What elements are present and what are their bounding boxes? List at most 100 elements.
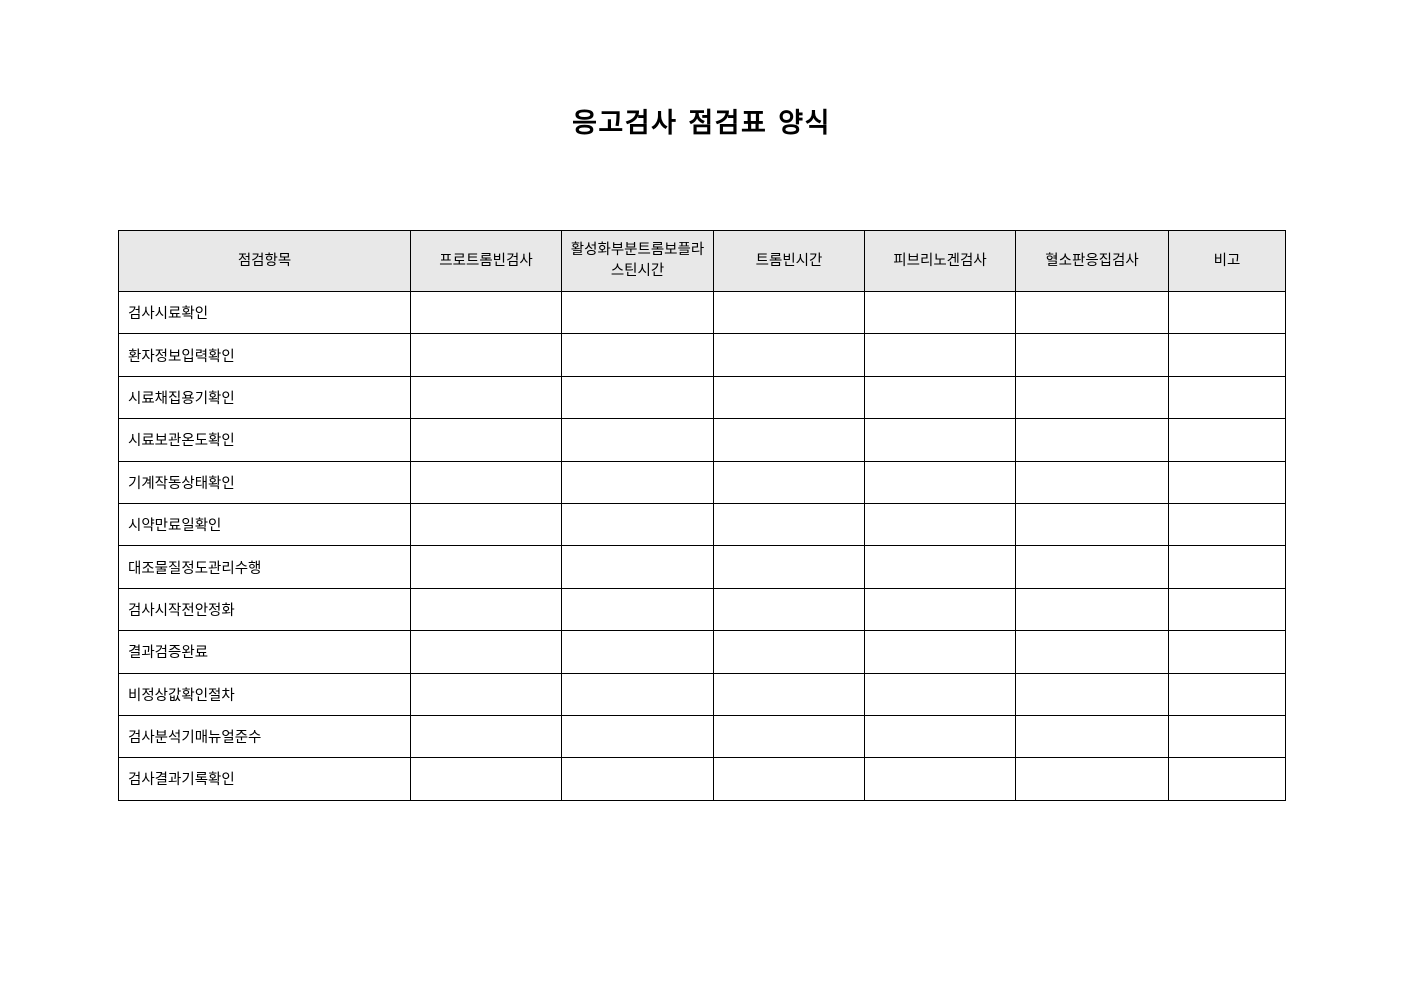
checklist-entry-cell-plt[interactable] [1015,418,1169,462]
checklist-item-label: 기계작동상태확인 [118,460,411,504]
checklist-entry-cell-pt[interactable] [410,672,562,716]
checklist-entry-cell-pt[interactable] [410,418,562,462]
checklist-entry-cell-aptt[interactable] [561,587,714,632]
checklist-entry-cell-tt[interactable] [713,418,865,462]
checklist-entry-cell-pt[interactable] [410,587,562,632]
checklist-entry-cell-plt[interactable] [1015,587,1169,632]
checklist-entry-cell-aptt[interactable] [561,502,714,547]
checklist-entry-cell-tt[interactable] [713,460,865,504]
checklist-entry-cell-note[interactable] [1168,714,1286,759]
checklist-item-label: 비정상값확인절차 [118,672,411,716]
checklist-entry-cell-fbg[interactable] [864,290,1016,335]
checklist-entry-cell-plt[interactable] [1015,757,1169,801]
page-title: 응고검사 점검표 양식 [572,108,831,139]
checklist-item-label: 검사시작전안정화 [118,587,411,632]
checklist-entry-cell-pt[interactable] [410,545,562,589]
checklist-entry-cell-tt[interactable] [713,502,865,547]
checklist-entry-cell-note[interactable] [1168,418,1286,462]
checklist-entry-cell-plt[interactable] [1015,714,1169,759]
checklist-entry-cell-fbg[interactable] [864,418,1016,462]
checklist-entry-cell-pt[interactable] [410,460,562,504]
checklist-item-label: 환자정보입력확인 [118,333,411,377]
checklist-entry-cell-tt[interactable] [713,545,865,589]
checklist-entry-cell-plt[interactable] [1015,460,1169,504]
table-header: 점검항목 프로트롬빈검사 활성화부분트롬보플라스틴시간 트롬빈시간 피브리노겐검… [118,230,1286,292]
checklist-entry-cell-aptt[interactable] [561,672,714,716]
checklist-entry-cell-aptt[interactable] [561,757,714,801]
column-header-aptt: 활성화부분트롬보플라스틴시간 [561,230,714,292]
checklist-entry-cell-aptt[interactable] [561,545,714,589]
checklist-entry-cell-fbg[interactable] [864,587,1016,632]
checklist-entry-cell-pt[interactable] [410,375,562,420]
checklist-item-label: 시료보관온도확인 [118,418,411,462]
table-row: 환자정보입력확인 [118,333,1286,377]
checklist-entry-cell-aptt[interactable] [561,630,714,674]
column-header-tt: 트롬빈시간 [713,230,865,292]
checklist-item-label: 결과검증완료 [118,630,411,674]
checklist-entry-cell-pt[interactable] [410,757,562,801]
checklist-entry-cell-plt[interactable] [1015,672,1169,716]
checklist-entry-cell-aptt[interactable] [561,375,714,420]
coagulation-checklist-table: 점검항목 프로트롬빈검사 활성화부분트롬보플라스틴시간 트롬빈시간 피브리노겐검… [118,230,1286,801]
checklist-entry-cell-aptt[interactable] [561,290,714,335]
checklist-entry-cell-aptt[interactable] [561,333,714,377]
checklist-entry-cell-tt[interactable] [713,333,865,377]
table-row: 대조물질정도관리수행 [118,545,1286,589]
checklist-entry-cell-note[interactable] [1168,757,1286,801]
table-row: 결과검증완료 [118,630,1286,674]
checklist-item-label: 검사분석기매뉴얼준수 [118,714,411,759]
checklist-entry-cell-tt[interactable] [713,587,865,632]
checklist-entry-cell-note[interactable] [1168,375,1286,420]
checklist-entry-cell-tt[interactable] [713,290,865,335]
checklist-entry-cell-note[interactable] [1168,290,1286,335]
checklist-entry-cell-plt[interactable] [1015,545,1169,589]
checklist-entry-cell-note[interactable] [1168,502,1286,547]
checklist-entry-cell-aptt[interactable] [561,460,714,504]
checklist-entry-cell-note[interactable] [1168,460,1286,504]
checklist-entry-cell-plt[interactable] [1015,375,1169,420]
checklist-entry-cell-fbg[interactable] [864,545,1016,589]
checklist-entry-cell-tt[interactable] [713,672,865,716]
checklist-entry-cell-note[interactable] [1168,672,1286,716]
checklist-entry-cell-fbg[interactable] [864,333,1016,377]
checklist-entry-cell-fbg[interactable] [864,714,1016,759]
checklist-entry-cell-plt[interactable] [1015,502,1169,547]
checklist-entry-cell-fbg[interactable] [864,375,1016,420]
checklist-entry-cell-tt[interactable] [713,630,865,674]
checklist-entry-cell-plt[interactable] [1015,290,1169,335]
table-header-row: 점검항목 프로트롬빈검사 활성화부분트롬보플라스틴시간 트롬빈시간 피브리노겐검… [118,230,1286,292]
table-row: 시료채집용기확인 [118,375,1286,420]
checklist-entry-cell-note[interactable] [1168,333,1286,377]
checklist-entry-cell-fbg[interactable] [864,672,1016,716]
checklist-entry-cell-note[interactable] [1168,545,1286,589]
checklist-entry-cell-pt[interactable] [410,502,562,547]
checklist-entry-cell-aptt[interactable] [561,418,714,462]
checklist-entry-cell-fbg[interactable] [864,630,1016,674]
checklist-entry-cell-fbg[interactable] [864,502,1016,547]
table-body: 검사시료확인 환자정보입력확인 시료채집용기확인 시료보관온도확인 기계작동상태확인 시약… [118,290,1286,801]
checklist-entry-cell-pt[interactable] [410,714,562,759]
checklist-entry-cell-pt[interactable] [410,630,562,674]
checklist-entry-cell-plt[interactable] [1015,333,1169,377]
checklist-entry-cell-pt[interactable] [410,333,562,377]
table-row: 시료보관온도확인 [118,418,1286,462]
checklist-item-label: 검사결과기록확인 [118,757,411,801]
column-header-platelet-aggregation: 혈소판응집검사 [1015,230,1169,292]
checklist-entry-cell-fbg[interactable] [864,460,1016,504]
checklist-entry-cell-pt[interactable] [410,290,562,335]
checklist-entry-cell-note[interactable] [1168,630,1286,674]
checklist-item-label: 시약만료일확인 [118,502,411,547]
checklist-entry-cell-aptt[interactable] [561,714,714,759]
checklist-entry-cell-note[interactable] [1168,587,1286,632]
checklist-entry-cell-plt[interactable] [1015,630,1169,674]
checklist-entry-cell-tt[interactable] [713,375,865,420]
checklist-item-label: 대조물질정도관리수행 [118,545,411,589]
checklist-entry-cell-tt[interactable] [713,757,865,801]
table-row: 검사결과기록확인 [118,757,1286,801]
checklist-item-label: 검사시료확인 [118,290,411,335]
checklist-entry-cell-tt[interactable] [713,714,865,759]
checklist-entry-cell-fbg[interactable] [864,757,1016,801]
table-row: 기계작동상태확인 [118,460,1286,504]
column-header-fibrinogen: 피브리노겐검사 [864,230,1016,292]
table-row: 검사시작전안정화 [118,587,1286,632]
